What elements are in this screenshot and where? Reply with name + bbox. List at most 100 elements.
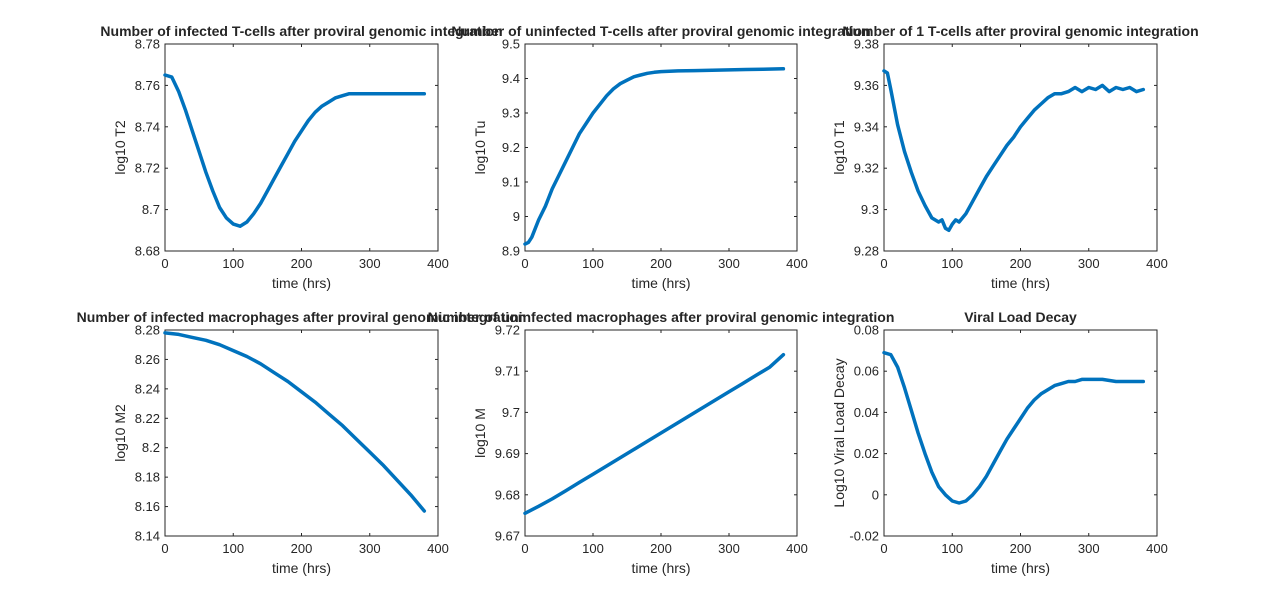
x-tick-label: 200 (291, 256, 313, 271)
y-axis-label: log10 T2 (112, 120, 128, 174)
y-tick-label: 8.76 (135, 78, 160, 93)
y-tick-label: 8.9 (502, 244, 520, 259)
y-tick-label: 9.34 (854, 119, 879, 134)
x-axis-label: time (hrs) (991, 275, 1050, 291)
y-tick-label: 8.68 (135, 244, 160, 259)
x-tick-label: 100 (582, 541, 604, 556)
y-tick-label: 8.26 (135, 352, 160, 367)
x-tick-label: 400 (1146, 256, 1168, 271)
series-line (523, 67, 786, 246)
y-tick-label: 9.71 (495, 364, 520, 379)
x-tick-label: 300 (359, 541, 381, 556)
plot-area (524, 43, 798, 252)
x-tick-label: 100 (222, 256, 244, 271)
subplot-6: 0 100 200 300 400-0.0200.020.040.060.08Viral… (831, 309, 1168, 576)
x-tick-label: 300 (359, 256, 381, 271)
y-axis-label: log10 M2 (112, 404, 128, 462)
x-axis-label: time (hrs) (272, 560, 331, 576)
y-tick-label: 9.28 (854, 244, 879, 259)
y-tick-label: 9.32 (854, 161, 879, 176)
y-tick-label: 8.18 (135, 470, 160, 485)
y-tick-label: 9 (513, 209, 520, 224)
x-tick-label: 400 (427, 256, 449, 271)
x-tick-label: 0 (880, 256, 887, 271)
series-line (882, 69, 1146, 233)
y-tick-label: 9.67 (495, 529, 520, 544)
y-tick-label: 8.16 (135, 499, 160, 514)
y-tick-label: 8.24 (135, 381, 160, 396)
chart-title: Viral Load Decay (964, 309, 1077, 325)
y-tick-label: 9.7 (502, 405, 520, 420)
x-axis-label: time (hrs) (991, 560, 1050, 576)
series-line (163, 73, 427, 228)
x-axis-label: time (hrs) (272, 275, 331, 291)
y-axis-label: Log10 Viral Load Decay (831, 358, 847, 507)
y-tick-label: -0.02 (849, 529, 879, 544)
x-tick-label: 100 (222, 541, 244, 556)
x-tick-label: 300 (718, 541, 740, 556)
x-tick-label: 200 (1010, 541, 1032, 556)
x-tick-label: 100 (582, 256, 604, 271)
y-tick-label: 8.78 (135, 37, 160, 52)
y-tick-label: 8.74 (135, 119, 160, 134)
chart-title: Number of uninfected macrophages after p… (428, 309, 895, 325)
plot-area (883, 329, 1158, 537)
x-tick-label: 200 (650, 541, 672, 556)
y-tick-label: 9.1 (502, 175, 520, 190)
x-tick-label: 400 (1146, 541, 1168, 556)
y-tick-label: 9.69 (495, 446, 520, 461)
x-tick-label: 200 (1010, 256, 1032, 271)
y-tick-label: 9.3 (502, 106, 520, 121)
x-tick-label: 0 (161, 256, 168, 271)
chart-title: Number of infected macrophages after pro… (77, 309, 527, 325)
y-tick-label: 8.28 (135, 323, 160, 338)
y-tick-label: 8.2 (142, 440, 160, 455)
x-axis-label: time (hrs) (631, 560, 690, 576)
y-tick-label: 0.06 (854, 364, 879, 379)
y-tick-label: 9.38 (854, 37, 879, 52)
x-tick-label: 400 (427, 541, 449, 556)
y-tick-label: 8.72 (135, 161, 160, 176)
x-tick-label: 200 (650, 256, 672, 271)
y-tick-label: 0 (872, 487, 879, 502)
y-axis-label: log10 M (472, 408, 488, 458)
x-tick-label: 0 (521, 541, 528, 556)
plot-area (883, 43, 1158, 252)
series-line (882, 350, 1146, 505)
y-axis-label: log10 Tu (472, 121, 488, 175)
subplot-4: 0 100 200 300 400 8.14 8.16 8.18 8.2 8.22 8.24 8.26… (77, 309, 527, 576)
x-tick-label: 400 (786, 541, 808, 556)
y-tick-label: 9.4 (502, 71, 520, 86)
y-axis-label: log10 T1 (831, 120, 847, 174)
series-line (523, 352, 786, 516)
subplot-1: 0 100 200 300 400 8.68 8.7 8.72 8.74 8.76 8.78Numb… (100, 23, 502, 291)
y-tick-label: 0.08 (854, 323, 879, 338)
series-line (163, 331, 427, 513)
chart-title: Number of infected T-cells after provira… (100, 23, 502, 39)
y-tick-label: 9.2 (502, 140, 520, 155)
y-tick-label: 8.22 (135, 411, 160, 426)
x-tick-label: 0 (161, 541, 168, 556)
y-tick-label: 9.36 (854, 78, 879, 93)
x-axis-label: time (hrs) (631, 275, 690, 291)
x-tick-label: 400 (786, 256, 808, 271)
y-tick-label: 9.5 (502, 37, 520, 52)
x-tick-label: 300 (1078, 541, 1100, 556)
subplot-3: 0 100 200 300 400 9.28 9.3 9.32 9.34 9.36 9.38Numb… (831, 23, 1199, 291)
subplot-5: 0 100 200 300 400 9.67 9.68 9.69 9.7 9.71 9.72Numb… (428, 309, 895, 576)
y-tick-label: 0.02 (854, 446, 879, 461)
y-tick-label: 9.3 (861, 202, 879, 217)
y-tick-label: 8.7 (142, 202, 160, 217)
y-tick-label: 9.68 (495, 487, 520, 502)
plot-area (164, 43, 439, 252)
x-tick-label: 100 (941, 256, 963, 271)
y-tick-label: 8.14 (135, 529, 160, 544)
x-tick-label: 0 (521, 256, 528, 271)
chart-title: Number of 1 T-cells after proviral genom… (842, 23, 1198, 39)
x-tick-label: 300 (1078, 256, 1100, 271)
x-tick-label: 100 (941, 541, 963, 556)
plot-area (164, 329, 439, 537)
x-tick-label: 200 (291, 541, 313, 556)
